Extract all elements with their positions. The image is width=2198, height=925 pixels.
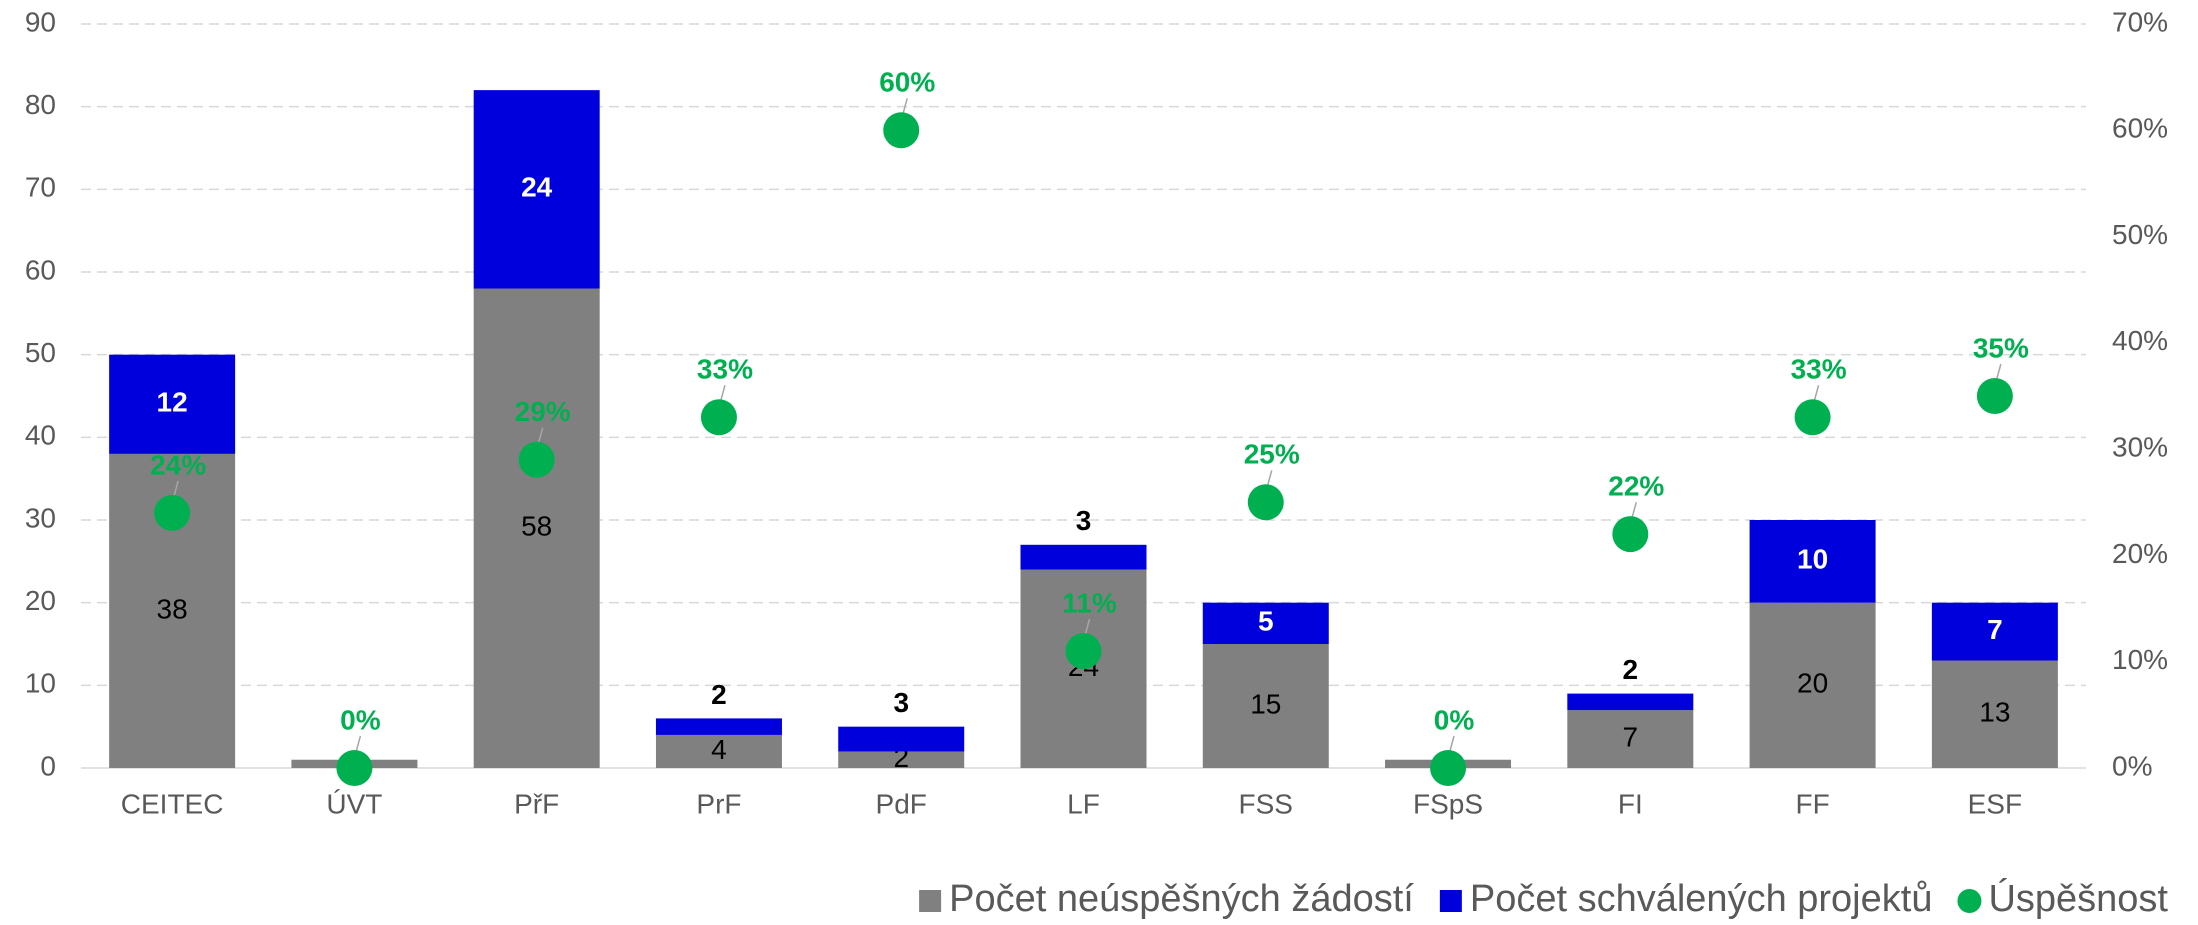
data-label: 2 xyxy=(1623,654,1639,685)
bar xyxy=(1567,693,1694,711)
legend-label: Počet neúspěšných žádostí xyxy=(949,878,1414,920)
x-tick-label: CEITEC xyxy=(121,788,224,819)
point xyxy=(1794,399,1831,436)
y2-tick-label: 60% xyxy=(2112,113,2168,144)
y-tick-label: 20 xyxy=(25,585,56,616)
legend-label: Počet schválených projektů xyxy=(1470,878,1933,920)
legend: Počet neúspěšných žádostí Počet schválený… xyxy=(919,877,2168,920)
bar xyxy=(473,288,600,768)
x-tick-label: FF xyxy=(1795,788,1829,819)
point xyxy=(1976,378,2013,414)
bar xyxy=(838,751,965,768)
data-label: 10 xyxy=(1797,544,1828,575)
x-tick-label: PrF xyxy=(696,788,741,819)
data-label: 12 xyxy=(157,387,188,418)
y-tick-label: 70 xyxy=(25,172,56,203)
bar xyxy=(655,734,782,768)
bar xyxy=(655,718,782,735)
data-label: 3 xyxy=(893,687,909,718)
bar xyxy=(1749,520,1876,603)
x-tick-label: LF xyxy=(1067,788,1100,819)
data-label: 25% xyxy=(1244,439,1300,470)
point xyxy=(1065,633,1102,670)
y-tick-label: 40 xyxy=(25,420,56,451)
y-tick-label: 10 xyxy=(25,668,56,699)
point xyxy=(518,441,555,478)
data-label: 35% xyxy=(1973,332,2029,363)
data-label: 22% xyxy=(1608,471,1664,502)
point xyxy=(336,750,373,786)
y-tick-label: 90 xyxy=(25,6,56,37)
y-tick-label: 60 xyxy=(25,254,56,285)
point xyxy=(1612,516,1649,553)
data-label: 13 xyxy=(1979,697,2010,728)
y2-tick-label: 10% xyxy=(2112,644,2168,675)
bar xyxy=(109,354,236,454)
bar xyxy=(1202,644,1329,768)
y2-tick-label: 50% xyxy=(2112,219,2168,250)
legend-label: Úspěšnost xyxy=(1988,877,2168,920)
point xyxy=(154,494,191,531)
legend-marker xyxy=(1957,889,1982,913)
data-label: 33% xyxy=(697,354,753,385)
bar xyxy=(1567,710,1694,768)
data-label: 20 xyxy=(1797,668,1828,699)
y2-tick-label: 30% xyxy=(2112,432,2168,463)
point xyxy=(1430,750,1467,786)
bar xyxy=(473,90,600,289)
y2-tick-label: 0% xyxy=(2112,750,2152,781)
bar xyxy=(1931,602,2058,661)
data-label: 7 xyxy=(1623,721,1639,752)
x-tick-label: ÚVT xyxy=(326,788,382,819)
x-tick-label: ESF xyxy=(1968,788,2022,819)
bar xyxy=(1931,660,2058,768)
data-label: 5 xyxy=(1258,606,1274,637)
x-tick-label: PdF xyxy=(876,788,927,819)
data-label: 29% xyxy=(515,396,571,427)
point xyxy=(700,399,737,436)
x-tick-label: FI xyxy=(1618,788,1643,819)
bar xyxy=(1202,602,1329,644)
x-tick-label: FSpS xyxy=(1413,788,1483,819)
data-label: 24% xyxy=(150,449,206,480)
data-label: 15 xyxy=(1250,688,1281,719)
bar xyxy=(1020,544,1147,570)
data-label: 38 xyxy=(157,593,188,624)
data-label: 60% xyxy=(879,67,935,98)
data-label: 58 xyxy=(521,511,552,542)
data-label: 3 xyxy=(1076,505,1092,536)
y-tick-label: 50 xyxy=(25,337,56,368)
point xyxy=(1247,484,1284,521)
data-label: 24 xyxy=(521,172,553,203)
point xyxy=(883,112,920,149)
bar xyxy=(838,726,965,752)
data-label: 4 xyxy=(711,734,727,765)
data-label: 0% xyxy=(340,704,381,735)
legend-marker xyxy=(1439,890,1462,912)
data-label: 33% xyxy=(1791,354,1847,385)
bar xyxy=(1749,602,1876,768)
x-tick-label: PřF xyxy=(514,788,559,819)
data-label: 7 xyxy=(1987,614,2003,645)
y-tick-label: 80 xyxy=(25,89,56,120)
y2-tick-label: 70% xyxy=(2112,6,2168,37)
data-label: 11% xyxy=(1062,587,1117,618)
legend-marker xyxy=(919,890,942,912)
y-tick-label: 30 xyxy=(25,502,56,533)
data-label: 2 xyxy=(711,679,727,710)
y-tick-label: 0 xyxy=(40,750,56,781)
x-tick-label: FSS xyxy=(1239,788,1293,819)
data-label: 0% xyxy=(1434,704,1475,735)
y2-tick-label: 40% xyxy=(2112,325,2168,356)
y2-tick-label: 20% xyxy=(2112,538,2168,569)
